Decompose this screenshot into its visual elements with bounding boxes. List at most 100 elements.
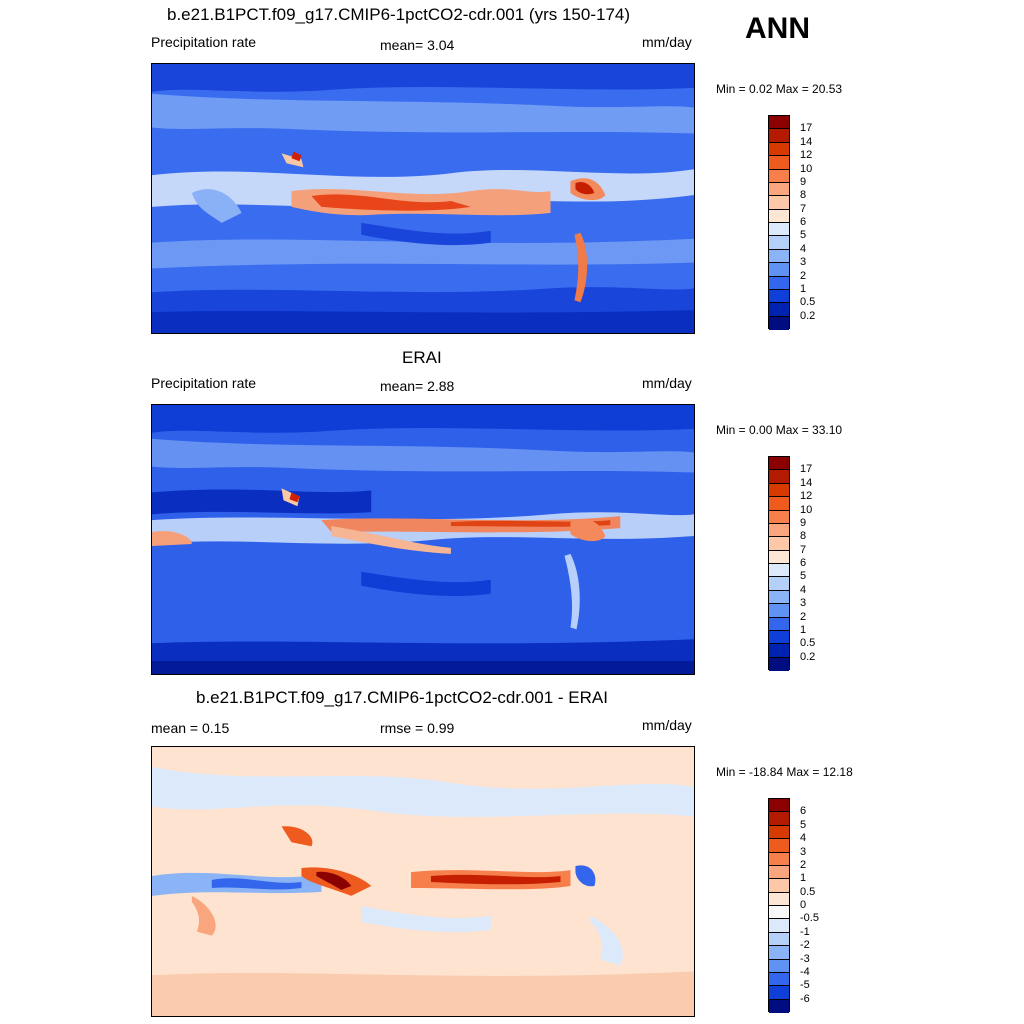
colorbar-swatch bbox=[769, 263, 789, 277]
panel-1-variable-label: Precipitation rate bbox=[151, 34, 257, 50]
colorbar-tick-label: 4 bbox=[800, 242, 807, 255]
colorbar-swatch bbox=[769, 523, 789, 538]
colorbar-swatch bbox=[769, 852, 789, 866]
colorbar-tick-label: 3 bbox=[800, 845, 807, 858]
panel-2-map bbox=[151, 404, 695, 675]
colorbar-swatch bbox=[769, 209, 789, 223]
colorbar-tick-label: 4 bbox=[800, 583, 807, 596]
colorbar-tick-label: 0.5 bbox=[800, 296, 816, 309]
colorbar-tick-label: 9 bbox=[800, 175, 807, 188]
colorbar-swatch bbox=[769, 497, 789, 511]
panel-2-mean-label: mean= 2.88 bbox=[380, 378, 455, 394]
colorbar-tick-label: 3 bbox=[800, 597, 807, 610]
colorbar-swatch bbox=[769, 564, 789, 578]
panel-1-title: b.e21.B1PCT.f09_g17.CMIP6-1pctCO2-cdr.00… bbox=[167, 5, 631, 24]
colorbar-tick-label: 8 bbox=[800, 189, 807, 202]
colorbar-tick-label: 0.2 bbox=[800, 650, 816, 663]
panel-3-mean-label: mean = 0.15 bbox=[151, 720, 230, 736]
panel-3-units-label: mm/day bbox=[642, 717, 692, 733]
colorbar-swatch bbox=[769, 892, 789, 906]
panel-3-rmse-label: rmse = 0.99 bbox=[380, 720, 455, 736]
colorbar-tick-label: 0.2 bbox=[800, 309, 816, 322]
colorbar-tick-label: 2 bbox=[800, 858, 807, 871]
colorbar-tick-label: 3 bbox=[800, 256, 807, 269]
colorbar-swatch bbox=[769, 865, 789, 880]
colorbar-swatch bbox=[769, 590, 789, 605]
colorbar-tick-label: 2 bbox=[800, 269, 807, 282]
colorbar-tick-label: -2 bbox=[800, 939, 810, 952]
colorbar-tick-label: 9 bbox=[800, 516, 807, 529]
colorbar-tick-label: 4 bbox=[800, 832, 807, 845]
colorbar-swatch bbox=[769, 550, 789, 564]
colorbar-tick-label: 6 bbox=[800, 805, 807, 818]
panel-1-units-label: mm/day bbox=[642, 34, 692, 50]
colorbar-tick-label: 6 bbox=[800, 216, 807, 228]
colorbar-swatch bbox=[769, 906, 789, 920]
colorbar-swatch bbox=[769, 196, 789, 210]
colorbar-swatch bbox=[769, 799, 789, 813]
colorbar-swatch bbox=[769, 959, 789, 973]
colorbar-swatch bbox=[769, 169, 789, 183]
colorbar-tick-label: 17 bbox=[800, 463, 813, 476]
colorbar-swatch bbox=[769, 604, 789, 618]
colorbar-tick-label: 0.5 bbox=[800, 885, 816, 898]
colorbar-swatch bbox=[769, 457, 789, 471]
colorbar-tick-label: 7 bbox=[800, 202, 807, 215]
panel-3-title: b.e21.B1PCT.f09_g17.CMIP6-1pctCO2-cdr.00… bbox=[196, 688, 608, 707]
colorbar-tick-label: -1 bbox=[800, 925, 810, 938]
colorbar-swatch bbox=[769, 946, 789, 960]
colorbar-tick-label: -6 bbox=[800, 992, 810, 1005]
colorbar-tick-label: 1 bbox=[800, 282, 807, 295]
panel-2-colorbar bbox=[768, 456, 790, 671]
panel-2-variable-label: Precipitation rate bbox=[151, 375, 257, 391]
colorbar-tick-label: 0 bbox=[800, 899, 807, 911]
colorbar-tick-label: 10 bbox=[800, 162, 813, 175]
colorbar-tick-label: 0.5 bbox=[800, 637, 816, 650]
colorbar-tick-label: 2 bbox=[800, 610, 807, 623]
colorbar-tick-label: 10 bbox=[800, 503, 813, 516]
colorbar-swatch bbox=[769, 236, 789, 250]
colorbar-tick-label: 5 bbox=[800, 229, 807, 242]
colorbar-tick-label: -0.5 bbox=[800, 912, 819, 925]
colorbar-swatch bbox=[769, 142, 789, 157]
colorbar-tick-label: 8 bbox=[800, 530, 807, 543]
colorbar-swatch bbox=[769, 129, 789, 143]
panel-3-colorbar bbox=[768, 798, 790, 1013]
panel-2-minmax: Min = 0.00 Max = 33.10 bbox=[716, 423, 843, 437]
colorbar-tick-label: 12 bbox=[800, 149, 813, 162]
panel-1-mean-label: mean= 3.04 bbox=[380, 37, 455, 53]
colorbar-swatch bbox=[769, 303, 789, 317]
colorbar-swatch bbox=[769, 986, 789, 1000]
colorbar-tick-label: 17 bbox=[800, 122, 813, 135]
panel-1-map bbox=[151, 63, 695, 334]
colorbar-swatch bbox=[769, 999, 789, 1013]
colorbar-swatch bbox=[769, 156, 789, 170]
colorbar-tick-label: -5 bbox=[800, 979, 810, 992]
colorbar-swatch bbox=[769, 483, 789, 498]
colorbar-swatch bbox=[769, 617, 789, 631]
colorbar-swatch bbox=[769, 249, 789, 264]
colorbar-tick-label: 5 bbox=[800, 570, 807, 583]
colorbar-swatch bbox=[769, 276, 789, 290]
colorbar-tick-label: 6 bbox=[800, 557, 807, 569]
colorbar-swatch bbox=[769, 812, 789, 826]
colorbar-swatch bbox=[769, 879, 789, 893]
colorbar-swatch bbox=[769, 289, 789, 304]
panel-1-minmax: Min = 0.02 Max = 20.53 bbox=[716, 82, 843, 96]
colorbar-tick-label: 1 bbox=[800, 872, 807, 885]
colorbar-swatch bbox=[769, 644, 789, 658]
colorbar-swatch bbox=[769, 932, 789, 947]
colorbar-swatch bbox=[769, 182, 789, 197]
panel-3-minmax: Min = -18.84 Max = 12.18 bbox=[716, 765, 853, 779]
colorbar-tick-label: 12 bbox=[800, 490, 813, 503]
colorbar-swatch bbox=[769, 630, 789, 645]
colorbar-tick-label: 14 bbox=[800, 135, 813, 148]
colorbar-tick-label: 1 bbox=[800, 623, 807, 636]
colorbar-swatch bbox=[769, 510, 789, 524]
colorbar-swatch bbox=[769, 577, 789, 591]
panel-2-units-label: mm/day bbox=[642, 375, 692, 391]
colorbar-tick-label: -4 bbox=[800, 965, 810, 978]
colorbar-swatch bbox=[769, 470, 789, 484]
season-label: ANN bbox=[745, 12, 810, 45]
panel-2-title: ERAI bbox=[402, 348, 442, 367]
